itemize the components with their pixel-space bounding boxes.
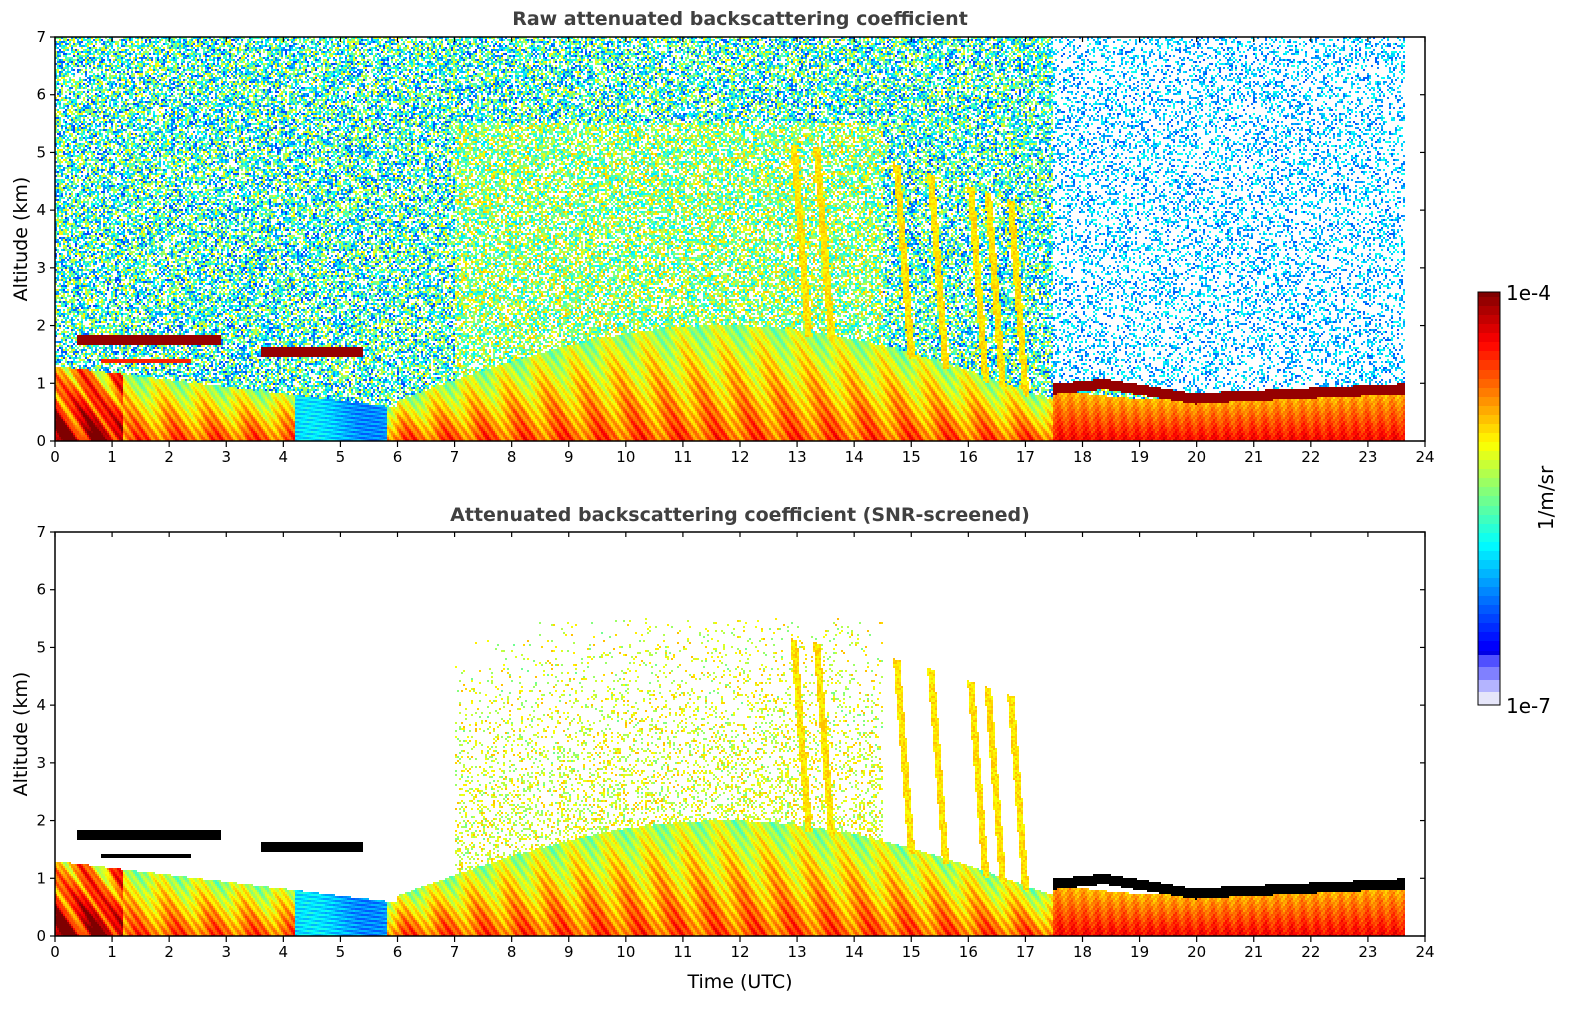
x-axis-label: Time (UTC) <box>686 971 792 993</box>
panel-2-x-tick-label: 6 <box>393 943 403 961</box>
panel-1-x-tick-label: 13 <box>788 448 807 466</box>
panel-2-x-tick-label: 22 <box>1301 943 1320 961</box>
panel-1-x-tick-label: 17 <box>1016 448 1035 466</box>
colorbar-units-label: 1/m/sr <box>1534 465 1558 530</box>
panel-2-y-tick-label: 1 <box>36 869 46 887</box>
colorbar-frame <box>1477 291 1501 706</box>
snr-screened-backscatter-heatmap <box>55 532 1425 936</box>
panel-1-y-tick-label: 2 <box>36 317 46 335</box>
panel-1-y-axis-label: Altitude (km) <box>10 177 32 302</box>
panel-1-x-tick-label: 6 <box>393 448 403 466</box>
panel-2-x-tick-label: 19 <box>1130 943 1149 961</box>
panel-2-x-tick-label: 10 <box>616 943 635 961</box>
panel-1-x-tick-label: 18 <box>1073 448 1092 466</box>
panel-1-y-tick-label: 7 <box>36 28 46 46</box>
panel-1-x-tick-label: 0 <box>50 448 60 466</box>
panel-2-x-tick-label: 8 <box>507 943 517 961</box>
panel-1-x-tick-label: 24 <box>1415 448 1434 466</box>
panel-2-x-tick-label: 5 <box>336 943 346 961</box>
panel-1-x-tick-label: 7 <box>450 448 460 466</box>
panel-2-x-tick-label: 4 <box>279 943 289 961</box>
panel-2-x-tick-label: 16 <box>959 943 978 961</box>
panel-2-x-tick-label: 24 <box>1415 943 1434 961</box>
panel-2-y-axis-label: Altitude (km) <box>10 672 32 797</box>
panel-2-x-tick-label: 7 <box>450 943 460 961</box>
panel-1-axes: 0 1 2 3 4 5 6 7 8 9 10 11 12 13 14 15 16 17 18 19 20 21 22 23 24… <box>36 28 1434 466</box>
panel-1-y-tick-label: 5 <box>36 143 46 161</box>
panel-1-y-tick-label: 0 <box>36 432 46 450</box>
panel-1-x-tick-label: 21 <box>1244 448 1263 466</box>
panel-2-y-tick-label: 7 <box>36 523 46 541</box>
panel-1-y-tick-label: 3 <box>36 259 46 277</box>
panel-1-frame <box>54 36 1426 442</box>
panel-2-x-tick-label: 13 <box>788 943 807 961</box>
panel-1-x-tick-label: 8 <box>507 448 517 466</box>
panel-1-title: Raw attenuated backscattering coefficien… <box>512 8 968 30</box>
panel-1-x-tick-label: 11 <box>673 448 692 466</box>
panel-1-x-tick-label: 14 <box>845 448 864 466</box>
colorbar-gradient <box>1478 292 1500 705</box>
panel-2-x-tick-label: 0 <box>50 943 60 961</box>
panel-1-x-tick-label: 16 <box>959 448 978 466</box>
panel-2-x-tick-label: 14 <box>845 943 864 961</box>
colorbar-axes <box>1477 291 1501 706</box>
panel-1-x-tick-label: 5 <box>336 448 346 466</box>
colorbar-min-label: 1e-7 <box>1506 694 1551 718</box>
panel-2-x-tick-label: 11 <box>673 943 692 961</box>
panel-2-y-tick-label: 2 <box>36 812 46 830</box>
panel-1-x-tick-label: 15 <box>902 448 921 466</box>
panel-1-x-tick-label: 2 <box>164 448 174 466</box>
panel-2-y-tick-label: 0 <box>36 927 46 945</box>
panel-2-x-tick-label: 21 <box>1244 943 1263 961</box>
panel-2-y-tick-label: 3 <box>36 754 46 772</box>
panel-1-x-tick-label: 3 <box>221 448 231 466</box>
panel-1-x-tick-label: 12 <box>730 448 749 466</box>
panel-2-x-tick-label: 9 <box>564 943 574 961</box>
panel-2-x-tick-label: 2 <box>164 943 174 961</box>
panel-1-y-tick-label: 1 <box>36 374 46 392</box>
panel-1-x-tick-label: 9 <box>564 448 574 466</box>
panel-1-x-tick-label: 1 <box>107 448 117 466</box>
panel-2-x-tick-label: 1 <box>107 943 117 961</box>
raw-backscatter-heatmap <box>55 37 1425 441</box>
panel-1-x-tick-label: 23 <box>1358 448 1377 466</box>
panel-2-x-tick-label: 15 <box>902 943 921 961</box>
panel-1-x-tick-label: 20 <box>1187 448 1206 466</box>
panel-2-x-tick-label: 3 <box>221 943 231 961</box>
panel-1-y-tick-label: 4 <box>36 201 46 219</box>
panel-2-x-tick-label: 17 <box>1016 943 1035 961</box>
panel-2-x-tick-label: 20 <box>1187 943 1206 961</box>
panel-1-x-tick-label: 10 <box>616 448 635 466</box>
panel-1-x-tick-label: 22 <box>1301 448 1320 466</box>
panel-1-y-tick-label: 6 <box>36 86 46 104</box>
panel-2-axes: 0 1 2 3 4 5 6 7 8 9 10 11 12 13 14 15 16 17 18 19 20 21 22 23 24… <box>36 523 1434 961</box>
panel-2-frame <box>54 531 1426 937</box>
panel-2-x-tick-label: 18 <box>1073 943 1092 961</box>
panel-1-x-tick-label: 19 <box>1130 448 1149 466</box>
panel-1-x-tick-label: 4 <box>279 448 289 466</box>
panel-2-y-tick-label: 4 <box>36 696 46 714</box>
panel-2-title: Attenuated backscattering coefficient (S… <box>450 504 1030 526</box>
panel-2-y-tick-label: 6 <box>36 581 46 599</box>
panel-2-x-tick-label: 23 <box>1358 943 1377 961</box>
panel-2-y-tick-label: 5 <box>36 638 46 656</box>
colorbar-max-label: 1e-4 <box>1506 281 1551 305</box>
panel-2-x-tick-label: 12 <box>730 943 749 961</box>
